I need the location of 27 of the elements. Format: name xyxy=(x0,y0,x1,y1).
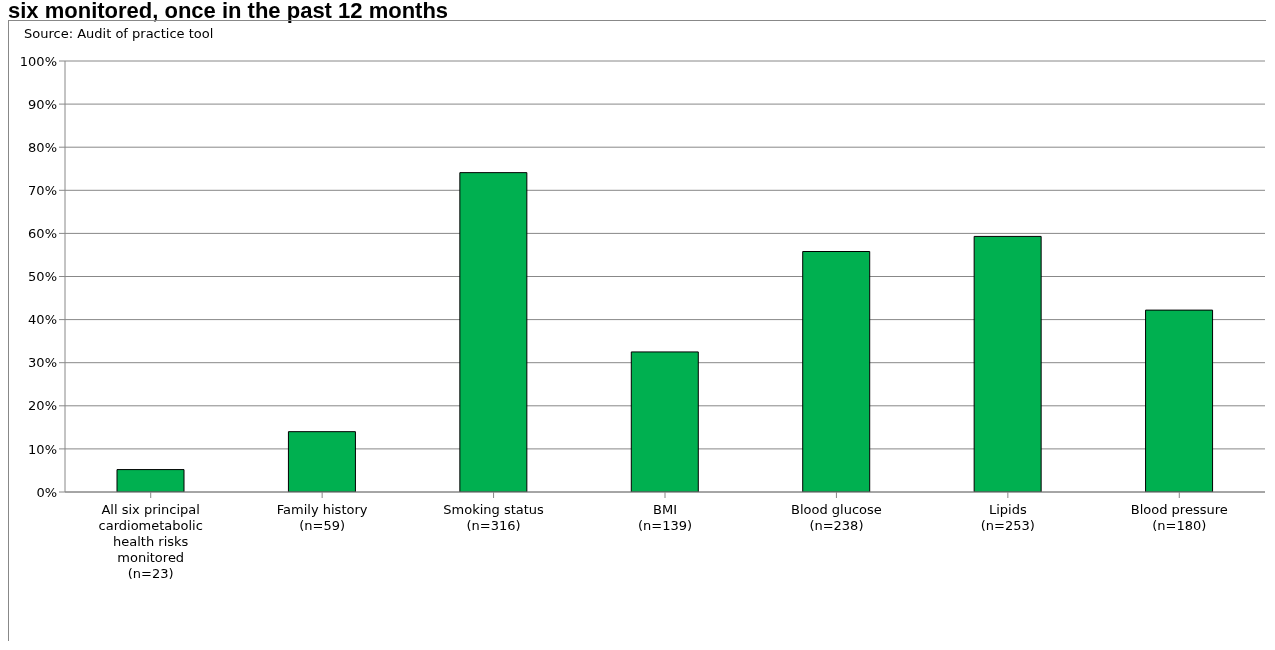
bar xyxy=(630,351,699,492)
y-tick-label: 50% xyxy=(28,269,57,285)
source-note: Source: Audit of practice tool xyxy=(24,26,214,41)
y-tick-label: 10% xyxy=(28,441,57,457)
bar xyxy=(1145,309,1214,492)
y-tick-label: 80% xyxy=(28,139,57,155)
y-tick-label: 70% xyxy=(28,182,57,198)
y-tick-label: 90% xyxy=(28,96,57,112)
x-tick-label: BMI (n=139) xyxy=(637,502,693,533)
y-tick-label: 100% xyxy=(19,53,57,69)
bar xyxy=(116,469,185,492)
x-tick-label: Smoking status (n=316) xyxy=(443,502,545,533)
x-tick-label: Blood pressure (n=180) xyxy=(1130,502,1228,533)
x-tick-label: All six principal cardiometabolic health risks monitored (n=23) xyxy=(98,502,203,581)
x-tick-label: Family history (n=59) xyxy=(276,502,368,533)
y-tick-label: 60% xyxy=(28,226,57,242)
y-tick-label: 0% xyxy=(36,484,57,500)
y-tick-label: 20% xyxy=(28,398,57,414)
bar xyxy=(459,172,528,492)
y-tick-label: 40% xyxy=(28,312,57,328)
bar xyxy=(802,251,871,492)
chart-title: six monitored, once in the past 12 months xyxy=(8,0,449,24)
x-tick-label: Lipids (n=253) xyxy=(980,502,1035,533)
y-tick-label: 30% xyxy=(28,355,57,371)
x-tick-label: Blood glucose (n=238) xyxy=(791,502,882,533)
bar xyxy=(973,235,1042,492)
bar xyxy=(287,431,356,492)
